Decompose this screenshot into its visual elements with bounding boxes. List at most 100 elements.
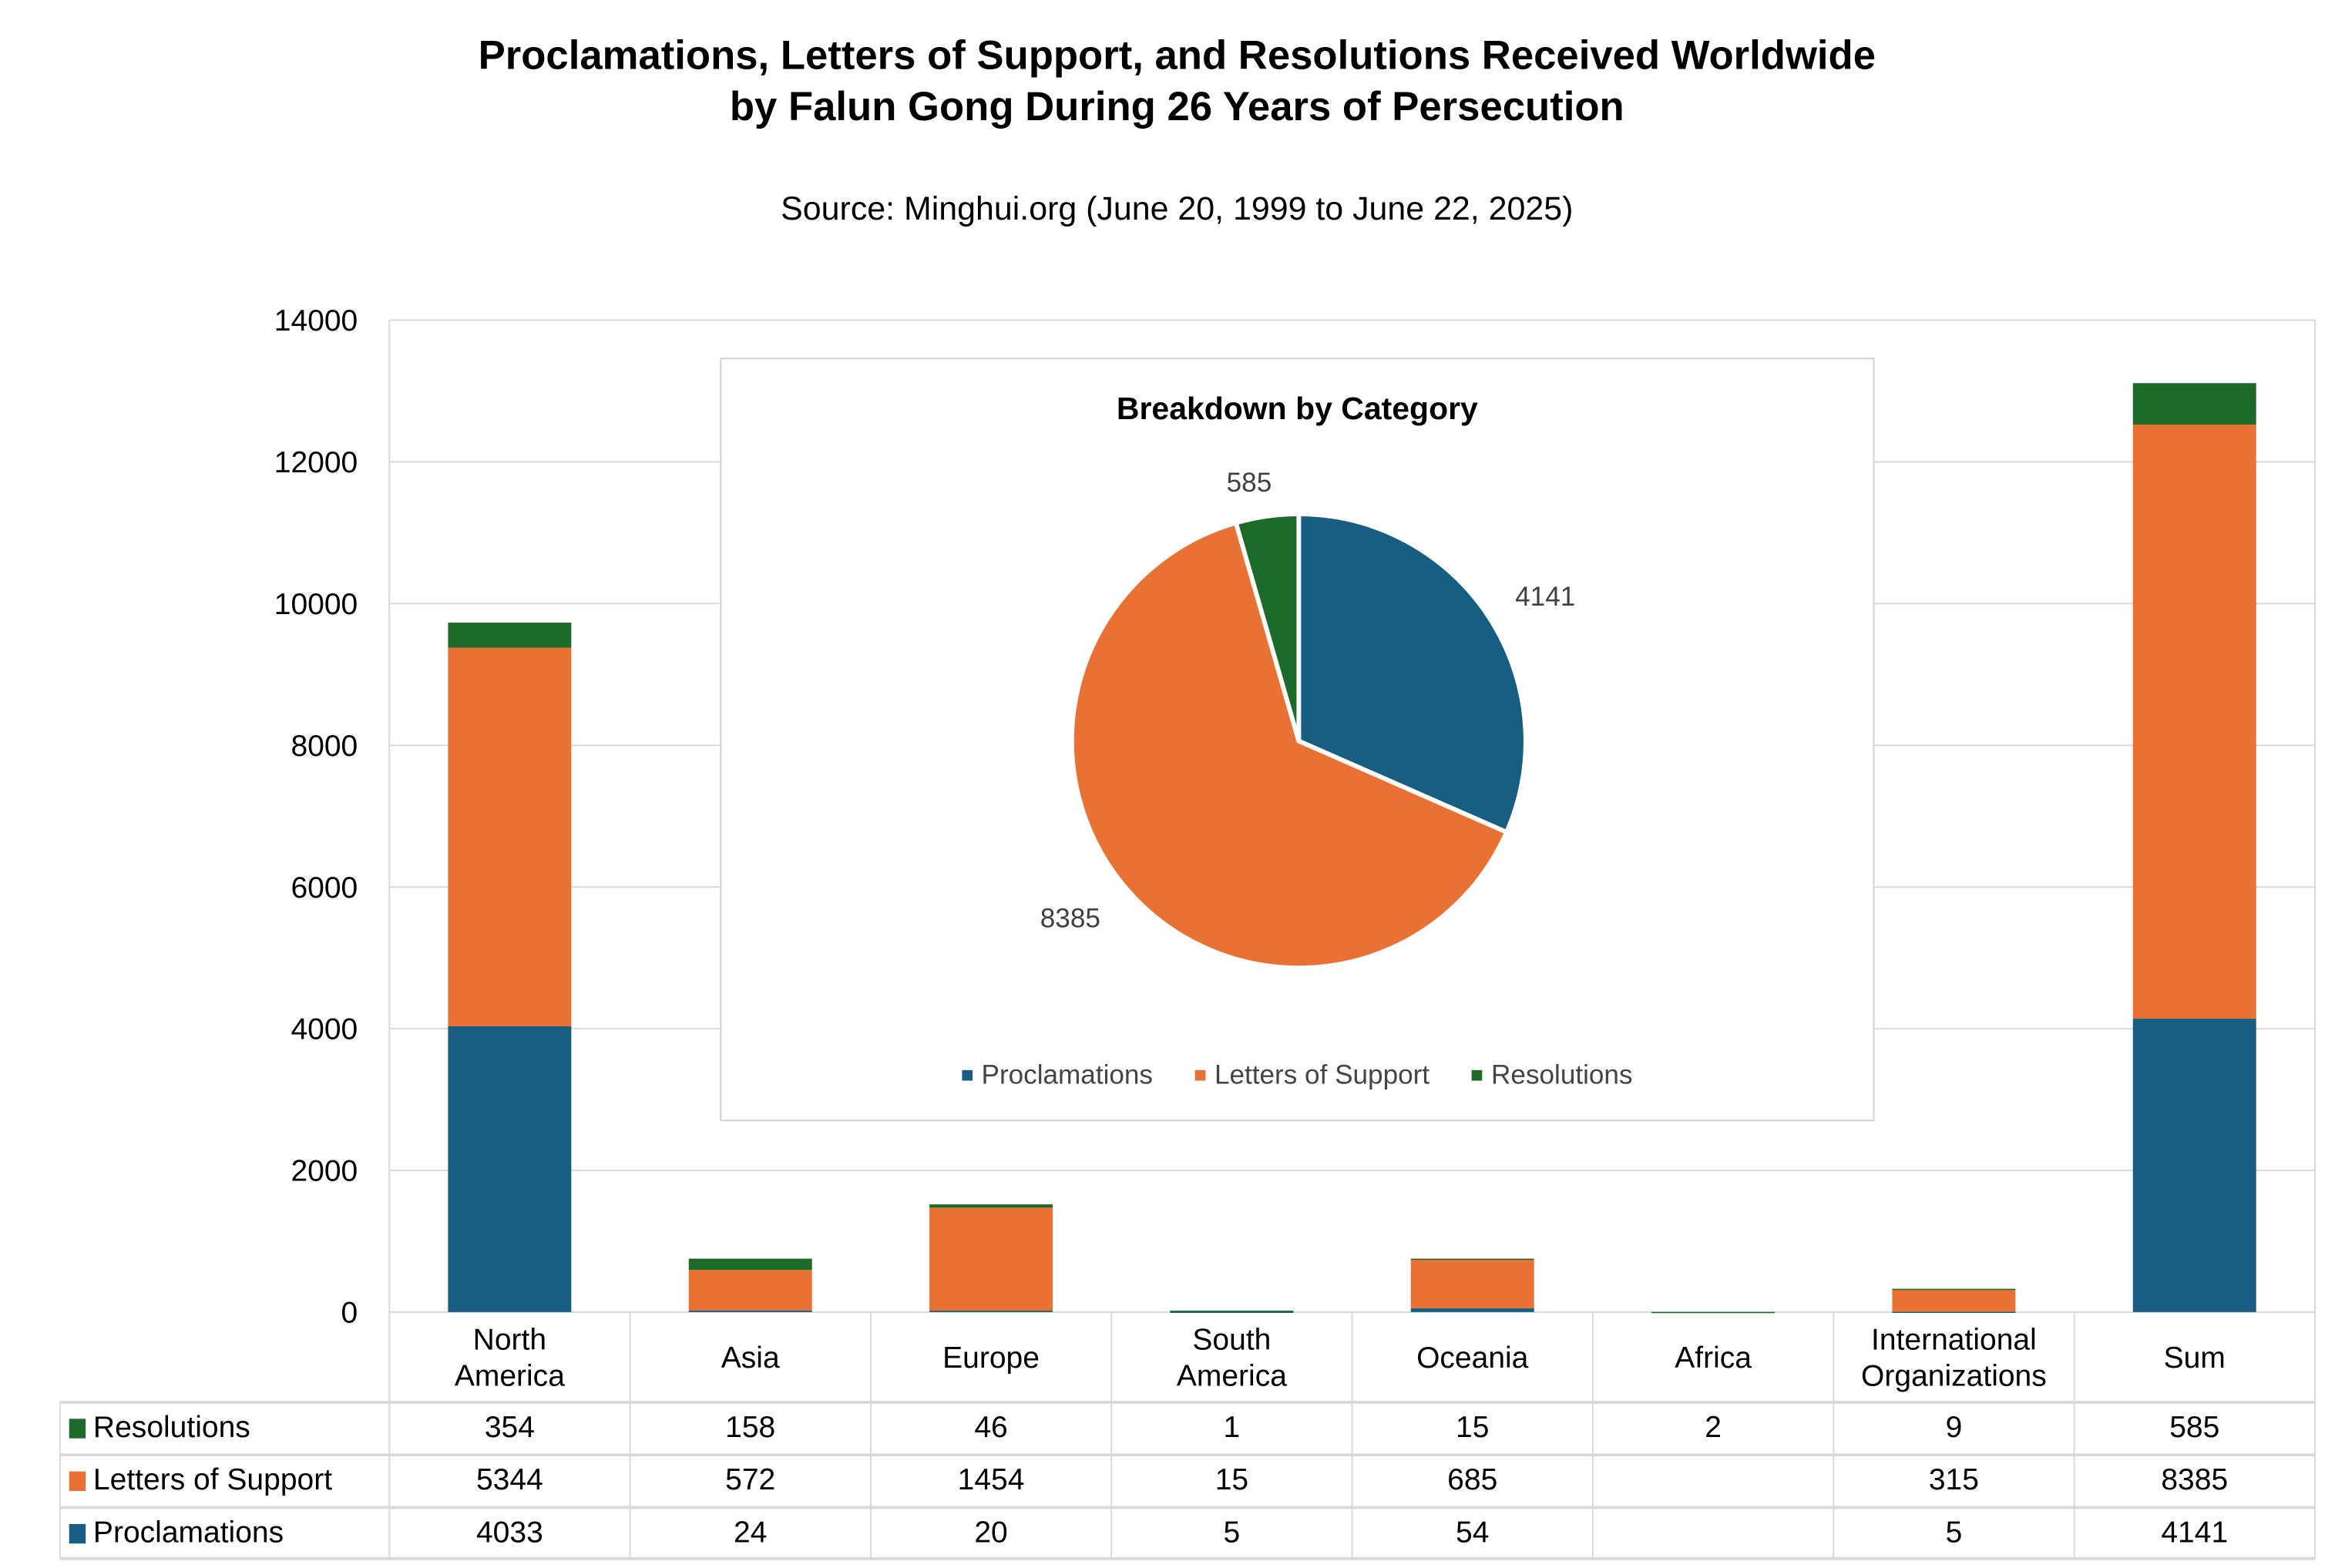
category-label-line: Africa [1675, 1341, 1752, 1375]
table-cell: 585 [2169, 1411, 2220, 1445]
category-label: Oceania [1352, 1315, 1593, 1402]
category-label: Sum [2075, 1315, 2315, 1402]
table-row-label: Resolutions [69, 1402, 250, 1453]
pie-legend: Proclamations Letters of Support Resolutio… [721, 1059, 1873, 1091]
legend-label: Resolutions [1491, 1059, 1633, 1090]
bar-resolutions [1892, 1288, 2016, 1291]
category-label-line: South [1192, 1324, 1272, 1358]
bar-letters-of-support [929, 1207, 1053, 1311]
category-label: Europe [871, 1315, 1111, 1402]
table-cell: 354 [484, 1411, 535, 1445]
y-tick-label: 0 [341, 1297, 358, 1330]
bar-proclamations [688, 1310, 812, 1312]
series-name: Proclamations [92, 1516, 284, 1550]
bar-proclamations [1892, 1311, 2016, 1313]
table-cell: 5344 [475, 1463, 543, 1497]
table-row-label: Proclamations [69, 1507, 284, 1558]
table-cell: 15 [1214, 1463, 1249, 1497]
chart-subtitle: Source: Minghui.org (June 20, 1999 to Ju… [781, 189, 1574, 227]
category-label-line: America [1176, 1360, 1287, 1394]
category-label-line: North [472, 1324, 547, 1358]
legend-swatch [69, 1523, 86, 1544]
category-label: North America [389, 1315, 630, 1402]
legend-marker-icon [962, 1069, 973, 1081]
bar-proclamations [1170, 1311, 1294, 1313]
legend-marker-icon [1194, 1069, 1206, 1081]
series-name: Letters of Support [92, 1463, 333, 1497]
table-cell: 685 [1447, 1463, 1498, 1497]
legend-swatch [69, 1471, 86, 1491]
pie-slice-proclamations [1296, 512, 1528, 835]
category-label-line: Europe [942, 1341, 1040, 1375]
pie-title: Breakdown by Category [1116, 392, 1478, 427]
bar-resolutions [688, 1258, 812, 1271]
y-tick-label: 10000 [274, 588, 358, 621]
table-cell: 4033 [475, 1516, 543, 1550]
bar-resolutions [448, 623, 572, 648]
pie-slice-resolutions [1233, 512, 1302, 742]
table-cell: 572 [725, 1463, 776, 1497]
table-cell: 9 [1945, 1411, 1963, 1445]
bar-resolutions [2132, 383, 2256, 425]
pie-value-label: 8385 [1040, 904, 1100, 934]
bar-resolutions [1170, 1310, 1294, 1312]
table-cell: 8385 [2161, 1463, 2229, 1497]
table-cell: 315 [1928, 1463, 1979, 1497]
legend-item: Letters of Support [1194, 1059, 1430, 1090]
table-cell: 158 [725, 1411, 776, 1445]
category-label: South America [1111, 1315, 1352, 1402]
table-cell: 4141 [2161, 1516, 2229, 1550]
category-label: Asia [630, 1315, 871, 1402]
table-cell: 24 [734, 1516, 768, 1550]
bar-letters-of-support [448, 647, 572, 1027]
bar-resolutions [929, 1204, 1053, 1208]
table-cell: 5 [1223, 1516, 1241, 1550]
table-row-label: Letters of Support [69, 1455, 332, 1506]
category-label-line: Asia [721, 1341, 780, 1375]
y-tick-label: 6000 [291, 871, 358, 905]
bar-proclamations [929, 1311, 1053, 1312]
y-tick-label: 12000 [274, 446, 358, 479]
category-label-line: Sum [2163, 1341, 2226, 1375]
y-tick-label: 8000 [291, 730, 358, 763]
table-cell: 1 [1223, 1411, 1241, 1445]
table-cell: 15 [1456, 1411, 1490, 1445]
table-cell: 2 [1705, 1411, 1722, 1445]
table-cell: 5 [1945, 1516, 1963, 1550]
series-name: Resolutions [92, 1411, 250, 1445]
title-line-2: by Falun Gong During 26 Years of Persecu… [729, 84, 1624, 129]
bar-resolutions [1410, 1258, 1534, 1261]
legend-swatch [69, 1419, 86, 1439]
bar-letters-of-support [1892, 1289, 2016, 1312]
table-cell: 20 [974, 1516, 1008, 1550]
bar-letters-of-support [2132, 425, 2256, 1019]
pie-inset: Breakdown by Category 4141 8385 585 Procla… [720, 358, 1875, 1122]
category-label-line: Oceania [1416, 1341, 1529, 1375]
category-label-line: Organizations [1861, 1360, 2047, 1394]
y-tick-label: 2000 [291, 1155, 358, 1188]
bar-proclamations [1410, 1308, 1534, 1312]
table-cell: 1454 [957, 1463, 1025, 1497]
title-line-1: Proclamations, Letters of Support, and R… [478, 32, 1876, 79]
bar-proclamations [2132, 1019, 2256, 1312]
category-label: Africa [1593, 1315, 1833, 1402]
legend-item: Resolutions [1471, 1059, 1633, 1090]
category-label: International Organizations [1833, 1315, 2074, 1402]
pie-value-label: 4141 [1515, 582, 1575, 612]
legend-marker-icon [1471, 1069, 1483, 1081]
pie-slice-letters-of-support [1069, 519, 1510, 971]
bar-proclamations [448, 1026, 572, 1312]
bar-letters-of-support [688, 1270, 812, 1311]
bar-letters-of-support [1410, 1259, 1534, 1308]
y-tick-label: 4000 [291, 1013, 358, 1046]
chart-title: Proclamations, Letters of Support, and R… [0, 30, 2345, 133]
legend-label: Proclamations [981, 1059, 1153, 1090]
bar-resolutions [1651, 1311, 1776, 1314]
legend-label: Letters of Support [1214, 1059, 1430, 1090]
table-cell: 54 [1456, 1516, 1490, 1550]
category-label-line: America [454, 1360, 565, 1394]
pie-value-label: 585 [1227, 468, 1272, 498]
legend-item: Proclamations [962, 1059, 1153, 1090]
table-cell: 46 [974, 1411, 1008, 1445]
